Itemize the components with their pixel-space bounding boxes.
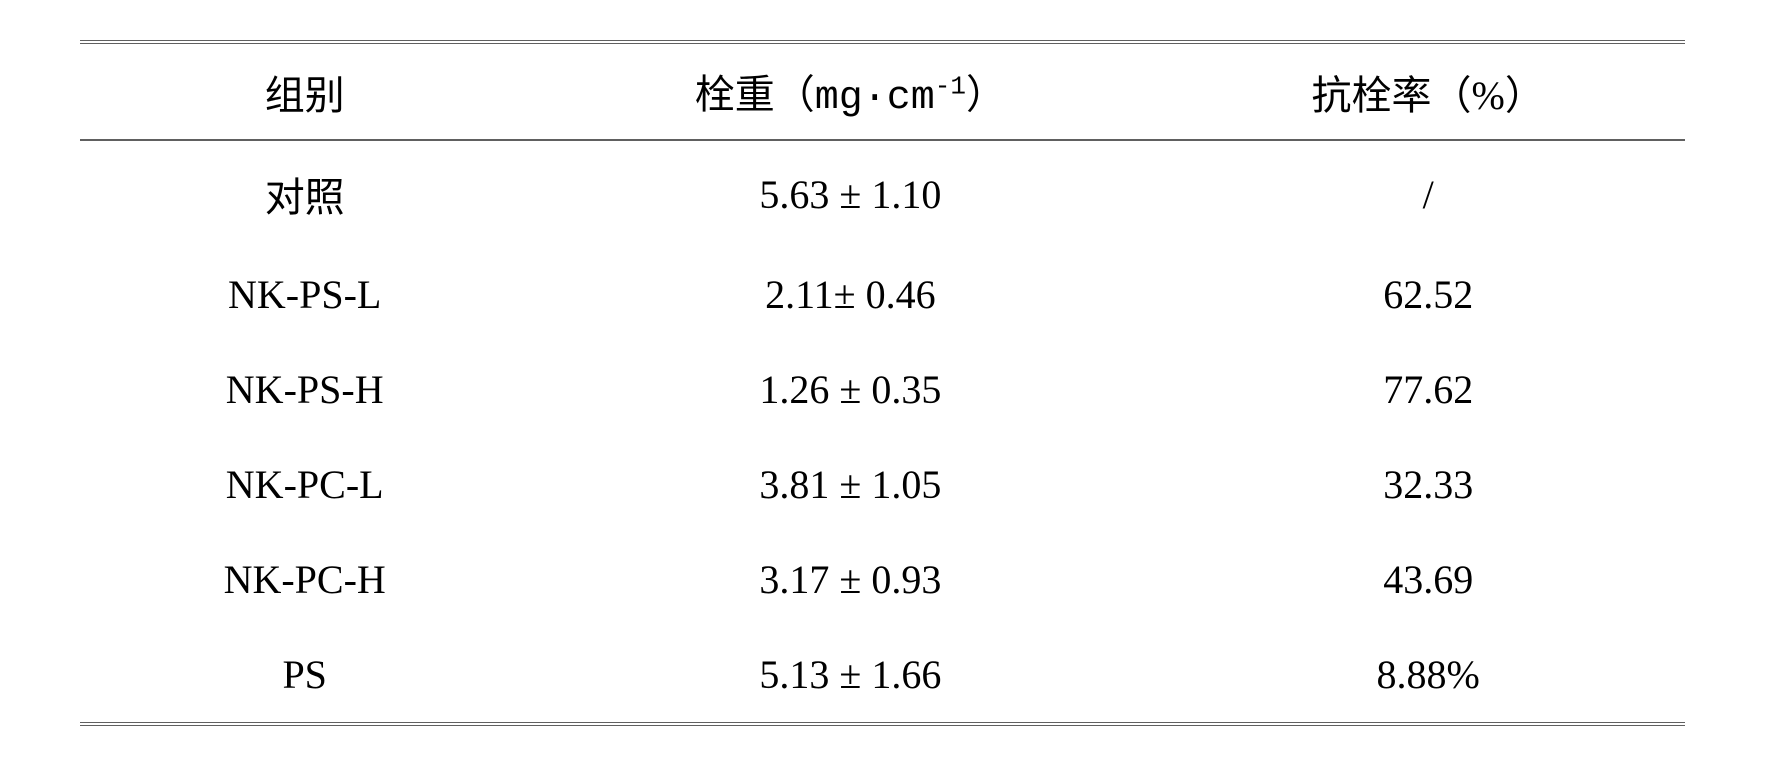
col-header-rate-text: 抗栓率（%） [1312,73,1545,118]
cell-weight: 2.11± 0.46 [529,247,1171,342]
cell-group: 对照 [80,140,529,247]
col-header-weight-suffix: ） [966,72,1006,117]
col-header-group: 组别 [80,42,529,140]
col-header-weight-sup: -1 [935,72,966,102]
col-header-weight-prefix: 栓重（ [695,72,815,117]
col-header-rate: 抗栓率（%） [1171,42,1685,140]
col-header-weight: 栓重（mg·cm-1） [529,42,1171,140]
cell-rate: 43.69 [1171,532,1685,627]
col-header-weight-unit: mg·cm [815,76,935,121]
cell-rate: 62.52 [1171,247,1685,342]
table-row: 对照 5.63 ± 1.10 / [80,140,1685,247]
col-header-group-text: 组别 [265,73,345,118]
cell-group: NK-PC-L [80,437,529,532]
cell-rate: / [1171,140,1685,247]
table-row: NK-PS-L 2.11± 0.46 62.52 [80,247,1685,342]
data-table: 组别 栓重（mg·cm-1） 抗栓率（%） 对照 5.63 ± 1.10 / N… [80,40,1685,726]
table-row: NK-PC-L 3.81 ± 1.05 32.33 [80,437,1685,532]
table-row: NK-PS-H 1.26 ± 0.35 77.62 [80,342,1685,437]
cell-group: NK-PS-L [80,247,529,342]
cell-weight: 5.63 ± 1.10 [529,140,1171,247]
table-body: 对照 5.63 ± 1.10 / NK-PS-L 2.11± 0.46 62.5… [80,140,1685,724]
cell-group: NK-PC-H [80,532,529,627]
cell-weight: 5.13 ± 1.66 [529,627,1171,724]
cell-rate: 32.33 [1171,437,1685,532]
table-row: NK-PC-H 3.17 ± 0.93 43.69 [80,532,1685,627]
cell-weight: 3.81 ± 1.05 [529,437,1171,532]
table-row: PS 5.13 ± 1.66 8.88% [80,627,1685,724]
cell-weight: 3.17 ± 0.93 [529,532,1171,627]
header-row: 组别 栓重（mg·cm-1） 抗栓率（%） [80,42,1685,140]
cell-rate: 77.62 [1171,342,1685,437]
cell-group: NK-PS-H [80,342,529,437]
cell-rate: 8.88% [1171,627,1685,724]
cell-group: PS [80,627,529,724]
cell-weight: 1.26 ± 0.35 [529,342,1171,437]
